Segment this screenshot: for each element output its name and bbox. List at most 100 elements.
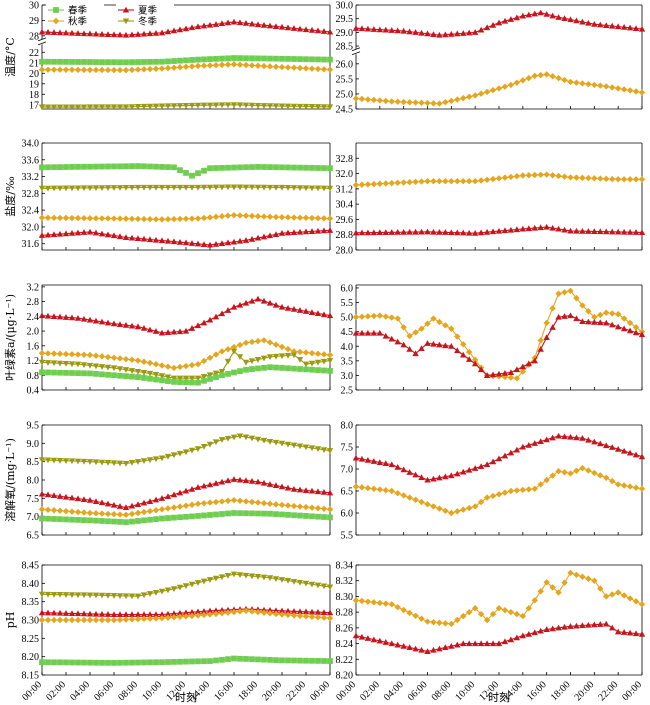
point-summer bbox=[164, 237, 172, 244]
point-autumn bbox=[549, 73, 556, 80]
point-winter bbox=[302, 103, 310, 110]
point-autumn bbox=[104, 353, 112, 361]
point-winter bbox=[272, 184, 280, 191]
point-autumn bbox=[454, 616, 461, 624]
point-spring bbox=[93, 517, 99, 524]
point-winter bbox=[164, 103, 172, 110]
point-autumn bbox=[170, 504, 178, 511]
point-spring bbox=[153, 516, 159, 522]
point-winter bbox=[200, 578, 208, 585]
y-tick-label: 29.6 bbox=[336, 215, 354, 226]
point-spring bbox=[201, 167, 207, 174]
point-autumn bbox=[92, 66, 100, 74]
y-tick-label: 33.2 bbox=[22, 172, 40, 183]
point-summer bbox=[236, 476, 244, 483]
point-summer bbox=[320, 227, 328, 234]
point-summer bbox=[507, 449, 515, 456]
point-summer bbox=[495, 640, 503, 647]
point-spring bbox=[327, 658, 333, 664]
point-summer bbox=[632, 25, 640, 32]
point-autumn bbox=[146, 507, 154, 515]
point-autumn bbox=[442, 99, 449, 106]
point-summer bbox=[140, 324, 148, 331]
point-summer bbox=[266, 299, 274, 306]
point-winter bbox=[92, 592, 100, 599]
point-winter bbox=[164, 184, 172, 191]
point-winter bbox=[326, 448, 334, 454]
point-autumn bbox=[152, 507, 160, 514]
point-summer bbox=[152, 496, 160, 503]
point-spring bbox=[207, 658, 213, 664]
point-spring bbox=[237, 510, 243, 517]
point-winter bbox=[98, 592, 106, 599]
point-autumn bbox=[248, 212, 256, 220]
y-tick-label: 5.0 bbox=[341, 313, 354, 324]
point-spring bbox=[279, 657, 285, 664]
point-summer bbox=[128, 234, 136, 241]
point-summer bbox=[442, 342, 449, 349]
point-autumn bbox=[543, 171, 550, 178]
y-tick-label: 7.0 bbox=[27, 512, 40, 523]
point-spring bbox=[93, 163, 99, 170]
y-axis-title-3: 溶解氧/(mg·L⁻¹) bbox=[3, 438, 17, 522]
point-winter bbox=[254, 436, 262, 443]
point-summer bbox=[436, 341, 443, 348]
point-autumn bbox=[200, 62, 208, 69]
point-summer bbox=[158, 495, 166, 501]
point-winter bbox=[50, 185, 58, 192]
point-summer bbox=[394, 27, 401, 34]
point-autumn bbox=[477, 610, 485, 618]
point-spring bbox=[285, 657, 291, 664]
point-autumn bbox=[579, 302, 586, 309]
point-autumn bbox=[320, 215, 328, 222]
point-autumn bbox=[525, 486, 532, 493]
point-summer bbox=[326, 28, 334, 35]
point-spring bbox=[327, 367, 333, 374]
point-summer bbox=[248, 235, 256, 242]
y-tick-label: 7.5 bbox=[27, 494, 40, 505]
point-summer bbox=[620, 24, 628, 30]
point-summer bbox=[152, 611, 160, 618]
point-autumn bbox=[302, 613, 310, 620]
point-summer bbox=[412, 228, 419, 235]
point-autumn bbox=[140, 615, 148, 623]
point-spring bbox=[165, 58, 171, 65]
point-summer bbox=[614, 323, 622, 330]
y-axis-title-4: pH bbox=[4, 612, 17, 629]
point-winter bbox=[62, 592, 70, 598]
point-summer bbox=[302, 228, 310, 235]
point-summer bbox=[272, 301, 280, 308]
point-winter bbox=[236, 102, 244, 109]
point-winter bbox=[254, 184, 262, 191]
point-spring bbox=[189, 172, 195, 179]
point-summer bbox=[242, 20, 250, 26]
point-summer bbox=[507, 16, 515, 22]
point-autumn bbox=[591, 469, 598, 477]
point-autumn bbox=[412, 612, 419, 620]
point-spring bbox=[273, 164, 279, 171]
point-winter bbox=[146, 457, 154, 464]
point-autumn bbox=[549, 472, 556, 479]
point-spring bbox=[291, 657, 297, 664]
point-autumn bbox=[430, 618, 437, 626]
point-spring bbox=[39, 369, 45, 376]
point-autumn bbox=[140, 215, 148, 223]
point-summer bbox=[278, 230, 286, 236]
point-summer bbox=[200, 608, 208, 614]
point-autumn bbox=[609, 477, 616, 485]
y-tick-label: 8.24 bbox=[336, 639, 354, 650]
point-winter bbox=[86, 362, 94, 369]
point-autumn bbox=[182, 63, 190, 71]
point-summer bbox=[170, 238, 178, 245]
point-autumn bbox=[248, 338, 256, 346]
point-spring bbox=[93, 371, 99, 377]
point-autumn bbox=[296, 214, 304, 221]
point-autumn bbox=[188, 63, 196, 70]
point-summer bbox=[430, 228, 437, 235]
point-winter bbox=[182, 375, 190, 382]
point-autumn bbox=[230, 608, 238, 616]
point-spring bbox=[81, 659, 87, 666]
point-summer bbox=[597, 21, 604, 28]
y-tick-label: 28.8 bbox=[336, 230, 354, 241]
point-autumn bbox=[242, 212, 250, 219]
